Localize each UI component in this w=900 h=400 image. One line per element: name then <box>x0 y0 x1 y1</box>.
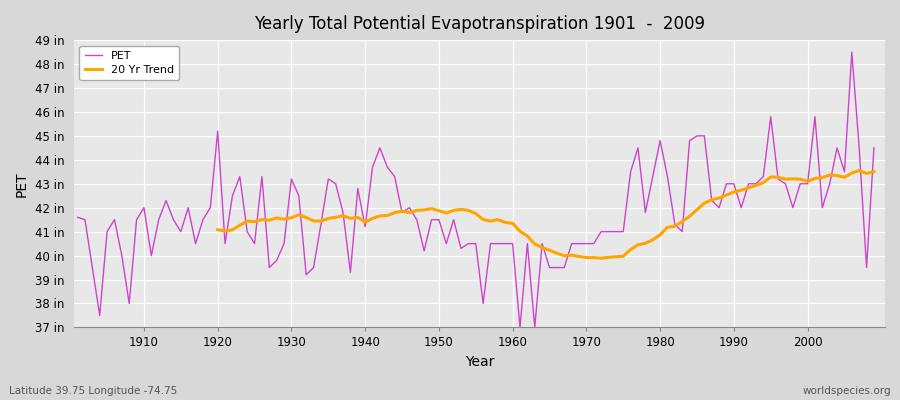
20 Yr Trend <box>301 215 311 220</box>
PET <box>508 241 518 246</box>
Line: PET: PET <box>77 52 874 328</box>
PET <box>515 325 526 330</box>
20 Yr Trend <box>846 171 857 176</box>
20 Yr Trend <box>411 208 422 213</box>
PET <box>293 193 304 198</box>
Line: 20 Yr Trend: 20 Yr Trend <box>218 170 874 258</box>
Text: Latitude 39.75 Longitude -74.75: Latitude 39.75 Longitude -74.75 <box>9 386 177 396</box>
Legend: PET, 20 Yr Trend: PET, 20 Yr Trend <box>79 46 179 80</box>
20 Yr Trend <box>596 256 607 261</box>
PET <box>131 217 142 222</box>
PET <box>72 215 83 220</box>
20 Yr Trend <box>212 227 223 232</box>
X-axis label: Year: Year <box>464 355 494 369</box>
PET <box>603 229 614 234</box>
Text: worldspecies.org: worldspecies.org <box>803 386 891 396</box>
PET <box>338 210 348 215</box>
20 Yr Trend <box>780 177 791 182</box>
Y-axis label: PET: PET <box>15 171 29 196</box>
20 Yr Trend <box>765 174 776 179</box>
PET <box>846 50 857 54</box>
PET <box>500 241 510 246</box>
Title: Yearly Total Potential Evapotranspiration 1901  -  2009: Yearly Total Potential Evapotranspiratio… <box>254 15 705 33</box>
20 Yr Trend <box>868 169 879 174</box>
PET <box>868 146 879 150</box>
20 Yr Trend <box>854 168 865 173</box>
20 Yr Trend <box>677 219 688 224</box>
